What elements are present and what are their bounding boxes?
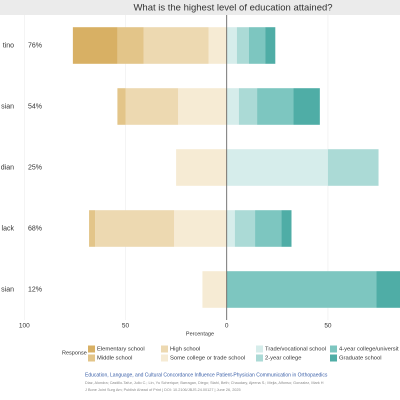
bar-segment: [234, 210, 256, 247]
x-tick-label: 50: [324, 323, 332, 330]
footer-authors: Diaz, Alondra; Castillo-Tafur, Julio C.;…: [85, 381, 324, 385]
legend-label: Trade/vocational school: [265, 347, 326, 353]
percent-label: 12%: [28, 286, 42, 293]
percent-label: 68%: [28, 225, 42, 232]
bar-segment: [226, 271, 377, 308]
row-label: tino: [3, 42, 14, 49]
legend-swatch: [330, 345, 337, 353]
bar-segment: [248, 27, 266, 64]
legend-swatch: [88, 345, 95, 353]
legend-swatch: [88, 354, 95, 362]
title-strip: [0, 0, 400, 15]
bar-segment: [208, 27, 227, 64]
footer-citation: J Bone Joint Surg Am; Publish Ahead of P…: [85, 388, 241, 392]
bar-segment: [226, 88, 239, 125]
bar-segment: [117, 88, 126, 125]
percent-label: 76%: [28, 42, 42, 49]
x-tick-label: 0: [225, 323, 229, 330]
bar-segment: [327, 149, 379, 186]
footer-title: Education, Language, and Cultural Concor…: [85, 372, 328, 378]
percent-label: 25%: [28, 164, 42, 171]
bar-segment: [125, 88, 179, 125]
x-tick-label: 50: [122, 323, 130, 330]
x-axis-label: Percentage: [186, 331, 214, 337]
legend-label: Elementary school: [97, 347, 145, 353]
bar-segment: [257, 88, 294, 125]
bar-segment: [255, 210, 282, 247]
bar-segment: [89, 210, 96, 247]
legend-label: Some college or trade school: [170, 356, 245, 362]
legend-swatch: [256, 345, 263, 353]
chart-title: What is the highest level of education a…: [133, 3, 332, 14]
legend-label: Middle school: [97, 356, 132, 362]
bar-segment: [176, 149, 227, 186]
bar-segment: [238, 88, 258, 125]
row-label: lack: [2, 225, 15, 232]
bar-segment: [117, 27, 144, 64]
bar-segment: [72, 27, 118, 64]
bar-segment: [226, 27, 237, 64]
legend-label: High school: [170, 347, 200, 353]
legend-label: 4-year college/universit: [339, 347, 399, 353]
bar-segment: [174, 210, 227, 247]
percent-label: 54%: [28, 103, 42, 110]
legend-title: Response: [62, 350, 87, 356]
bar-segment: [143, 27, 209, 64]
bar-segment: [178, 88, 227, 125]
bar-segment: [281, 210, 292, 247]
legend-label: 2-year college: [265, 356, 301, 362]
bar-segment: [226, 210, 235, 247]
legend-swatch: [161, 345, 168, 353]
bar-segment: [293, 88, 320, 125]
x-tick-label: 100: [19, 323, 30, 330]
row-label: sian: [1, 103, 14, 110]
legend-swatch: [256, 354, 263, 362]
legend-swatch: [330, 354, 337, 362]
row-label: sian: [1, 286, 14, 293]
bar-segment: [376, 271, 400, 308]
legend-swatch: [161, 354, 168, 362]
bar-segment: [265, 27, 276, 64]
bar-segment: [226, 149, 328, 186]
legend-label: Graduate school: [339, 356, 382, 362]
bar-segment: [95, 210, 175, 247]
bar-segment: [236, 27, 249, 64]
bar-segment: [202, 271, 227, 308]
row-label: dian: [1, 164, 14, 171]
